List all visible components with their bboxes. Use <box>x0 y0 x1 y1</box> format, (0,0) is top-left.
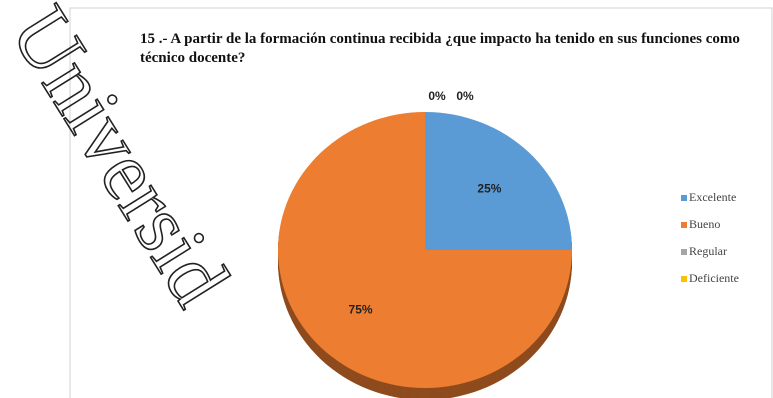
data-label: 0% <box>456 89 474 103</box>
data-label: 25% <box>477 182 501 196</box>
legend-swatch <box>681 249 687 255</box>
legend-label: Excelente <box>689 190 736 204</box>
legend-label: Bueno <box>689 217 720 231</box>
slice <box>278 112 572 388</box>
legend-swatch <box>681 222 687 228</box>
legend-label: Regular <box>689 244 727 258</box>
legend-swatch <box>681 195 687 201</box>
data-label: 0% <box>428 89 446 103</box>
chart-title: 15 .- A partir de la formación continua … <box>140 31 740 66</box>
legend-label: Deficiente <box>689 271 739 285</box>
data-label: 75% <box>349 303 373 317</box>
legend-swatch <box>681 276 687 282</box>
slice <box>425 112 572 250</box>
